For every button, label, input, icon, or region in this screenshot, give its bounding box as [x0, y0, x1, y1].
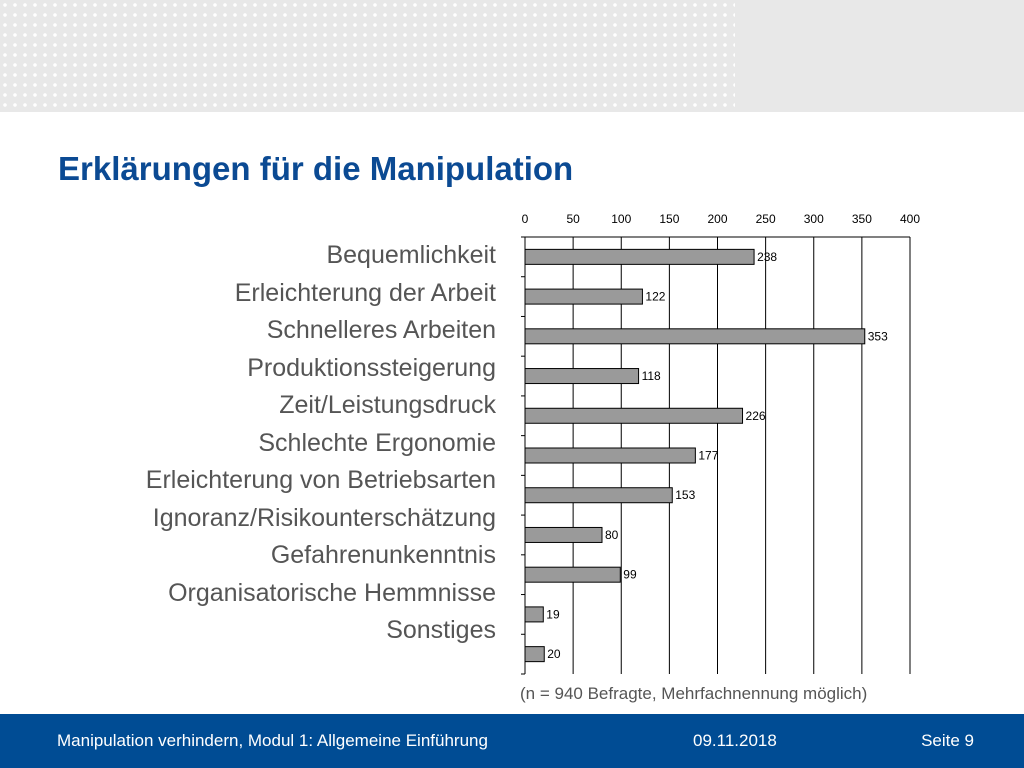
bar — [524, 566, 621, 583]
header-band — [735, 0, 1024, 112]
x-tick-label: 200 — [707, 212, 727, 226]
bar-value-label: 238 — [757, 250, 777, 264]
bar — [524, 407, 744, 424]
category-label: Ignoranz/Risikounterschätzung — [152, 503, 496, 532]
bar-value-label: 353 — [868, 329, 888, 343]
category-label: Bequemlichkeit — [326, 241, 496, 269]
category-label: Zeit/Leistungsdruck — [279, 391, 496, 419]
bar — [524, 288, 643, 305]
bar-value-label: 118 — [642, 369, 661, 383]
category-label: Erleichterung von Betriebsarten — [145, 466, 496, 494]
category-label: Erleichterung der Arbeit — [234, 278, 496, 307]
bar-value-label: 80 — [605, 528, 619, 542]
x-tick-label: 50 — [566, 212, 580, 226]
footer-course: Manipulation verhindern, Modul 1: Allgem… — [57, 731, 488, 750]
bar — [524, 487, 673, 504]
footer-page-number: Seite 9 — [921, 731, 974, 750]
bar — [524, 526, 603, 543]
bar-value-label: 19 — [546, 607, 560, 621]
category-label: Organisatorische Hemmnisse — [168, 578, 496, 607]
sample-note: (n = 940 Befragte, Mehrfachnennung mögli… — [520, 684, 868, 703]
slide-title: Erklärungen für die Manipulation — [58, 150, 574, 187]
footer-bar — [0, 714, 1024, 768]
category-label: Schlechte Ergonomie — [258, 428, 496, 457]
bar-value-label: 122 — [645, 290, 665, 304]
category-label: Produktionssteigerung — [247, 353, 496, 382]
bar-value-label: 177 — [698, 449, 718, 463]
bar-value-label: 99 — [623, 568, 637, 582]
x-tick-label: 250 — [756, 212, 776, 226]
category-label: Gefahrenunkenntnis — [270, 541, 496, 569]
bar — [524, 368, 640, 385]
bar-value-label: 20 — [547, 647, 561, 661]
bar — [524, 646, 545, 663]
bar — [524, 328, 866, 345]
bar-chart: 0 50 100 150 200 250 300 350 400 238 122 353 118 226 1… — [521, 212, 920, 675]
category-labels: Bequemlichkeit Erleichterung der Arbeit … — [40, 237, 496, 650]
category-label: Sonstiges — [386, 616, 496, 644]
x-tick-label: 0 — [522, 212, 529, 226]
bar-value-label: 153 — [675, 488, 695, 502]
bar — [524, 606, 544, 623]
x-tick-label: 350 — [852, 212, 872, 226]
category-label: Schnelleres Arbeiten — [266, 316, 496, 344]
bar-value-label: 226 — [746, 409, 766, 423]
bar — [524, 248, 755, 265]
x-tick-label: 300 — [804, 212, 824, 226]
x-tick-label: 150 — [659, 212, 679, 226]
footer-date: 09.11.2018 — [693, 731, 777, 750]
x-tick-label: 100 — [611, 212, 631, 226]
bar — [524, 447, 696, 464]
x-tick-label: 400 — [900, 212, 920, 226]
